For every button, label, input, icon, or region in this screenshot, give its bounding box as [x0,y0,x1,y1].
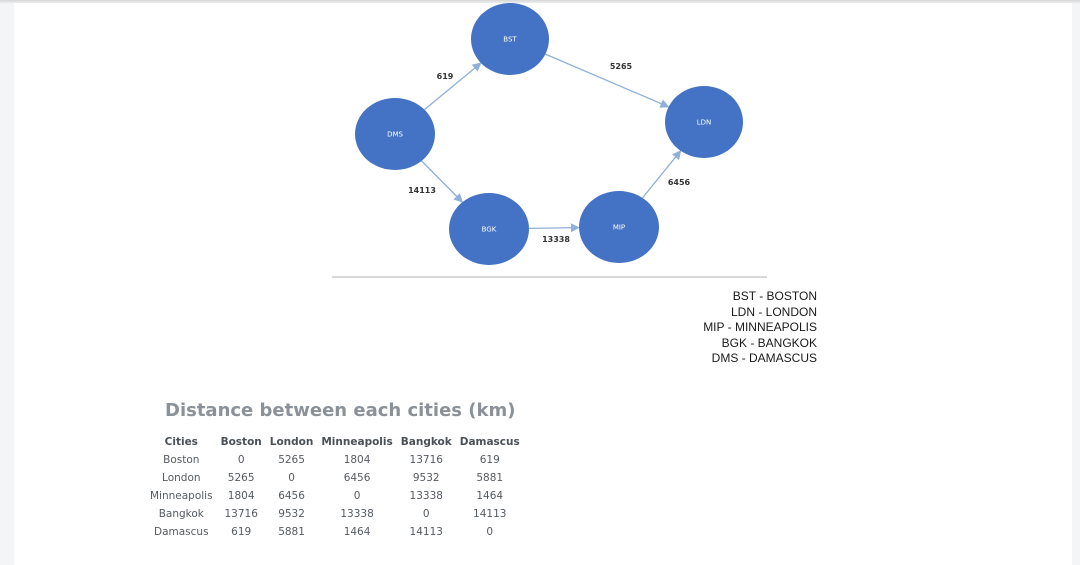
table-cell: 0 [288,472,295,484]
table-title: Distance between each cities (km) [165,400,516,421]
table-cell: 13716 [409,454,443,466]
table-cell: 14113 [409,526,443,538]
node-label: BGK [482,226,497,234]
abbreviation-legend: BST - BOSTON LDN - LONDON MIP - MINNEAPO… [703,289,817,367]
row-city: Minneapolis [150,490,213,502]
table-cell: 13338 [409,490,443,502]
node-label: LDN [697,119,712,127]
table-cell: 1464 [476,490,504,502]
table-row: Boston 0 5265 1804 13716 619 [146,451,524,469]
row-city: Boston [163,454,200,466]
node-dms: DMS [355,98,435,170]
table-cell: 0 [353,490,361,502]
node-circle [355,98,435,170]
edge-dms-bgk [421,160,464,203]
edge-bst-ldn [545,53,670,108]
node-ldn: LDN [665,86,743,158]
table-cell: 619 [479,454,500,466]
header-boston: Boston [220,436,262,448]
table-row: Bangkok 13716 9532 13338 0 14113 [146,505,524,523]
node-mip: MIP [579,191,659,263]
table-cell: 13716 [224,508,258,520]
edge-label-mip-ldn: 6456 [668,178,691,187]
table-cell: 9532 [412,472,440,484]
node-circle [471,3,549,75]
row-city: London [162,472,201,484]
table-cell: 14113 [473,508,507,520]
edge-dms-bst [424,62,482,111]
edge-label-bgk-mip: 13338 [542,235,570,244]
node-circle [665,86,743,158]
table-cell: 13338 [340,508,374,520]
table-cell: 5881 [476,472,504,484]
table-cell: 1804 [227,490,255,502]
edge-label-dms-bgk: 14113 [408,186,436,195]
edge-label-dms-bst: 619 [437,72,454,81]
table-row: Minneapolis 1804 6456 0 13338 1464 [146,487,524,505]
table-header-row: Cities Boston London Minneapolis Bangkok… [146,433,524,451]
node-label: BST [503,36,517,44]
legend-item-dms: DMS - DAMASCUS [711,351,817,365]
edge-bgk-mip [528,223,580,233]
header-bangkok: Bangkok [400,436,452,448]
edge-mip-ldn [642,150,682,199]
node-label: MIP [613,224,625,232]
node-bst: BST [471,3,549,75]
node-circle [449,193,529,265]
distance-table: Cities Boston London Minneapolis Bangkok… [146,433,524,541]
table-cell: 6456 [278,490,305,502]
header-minneapolis: Minneapolis [321,436,393,448]
legend-item-mip: MIP - MINNEAPOLIS [703,320,817,334]
edge-label-bst-ldn: 5265 [610,62,633,71]
content-page: BST LDN DMS BGK MIP 619 5265 14113 13338 6456 BS… [14,3,1072,565]
top-shadow [0,0,1080,4]
table-cell: 0 [486,526,494,538]
node-label: DMS [387,131,403,139]
row-city: Bangkok [158,508,204,520]
legend-item-bst: BST - BOSTON [732,289,817,303]
table-cell: 6456 [343,472,371,484]
table-row: London 5265 0 6456 9532 5881 [146,469,524,487]
header-damascus: Damascus [459,436,520,448]
node-bgk: BGK [449,193,529,265]
legend-item-ldn: LDN - LONDON [730,304,817,319]
node-circle [579,191,659,263]
row-city: Damascus [154,526,209,538]
table-cell: 1464 [343,526,371,538]
table-cell: 5265 [278,454,305,466]
header-cities: Cities [164,436,198,448]
table-row: Damascus 619 5881 1464 14113 0 [146,523,524,541]
header-london: London [269,436,314,448]
table-cell: 0 [237,454,245,466]
table-cell: 619 [231,526,252,538]
table-cell: 1804 [343,454,371,466]
table-cell: 0 [422,508,430,520]
table-cell: 9532 [278,508,305,520]
legend-item-bgk: BGK - BANGKOK [721,335,817,350]
city-graph-diagram: BST LDN DMS BGK MIP 619 5265 14113 13338 6456 [332,3,767,278]
table-cell: 5881 [278,526,305,538]
table-cell: 5265 [227,472,255,484]
